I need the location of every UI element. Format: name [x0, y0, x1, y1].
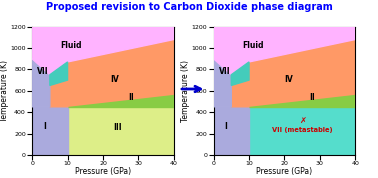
Text: Fluid: Fluid [60, 41, 82, 50]
Polygon shape [50, 62, 68, 85]
Text: II: II [128, 93, 133, 102]
Text: Fluid: Fluid [242, 41, 263, 50]
Polygon shape [249, 107, 355, 155]
Polygon shape [50, 40, 174, 107]
Polygon shape [231, 62, 249, 85]
Text: VII: VII [219, 67, 231, 76]
Y-axis label: Temperature (K): Temperature (K) [181, 60, 190, 122]
Polygon shape [214, 107, 249, 155]
Polygon shape [68, 95, 174, 107]
Polygon shape [214, 27, 355, 75]
Polygon shape [32, 59, 50, 107]
Polygon shape [32, 27, 174, 75]
Polygon shape [249, 95, 355, 107]
Y-axis label: Temperature (K): Temperature (K) [0, 60, 9, 122]
Text: II: II [309, 93, 315, 102]
X-axis label: Pressure (GPa): Pressure (GPa) [75, 167, 131, 177]
Text: IV: IV [110, 75, 119, 84]
Text: VII: VII [37, 67, 49, 76]
Text: ✗: ✗ [299, 116, 306, 125]
Text: VII (metastable): VII (metastable) [272, 127, 333, 134]
Text: Proposed revision to Carbon Dioxide phase diagram: Proposed revision to Carbon Dioxide phas… [46, 2, 332, 12]
Polygon shape [231, 40, 355, 107]
Text: I: I [224, 122, 227, 131]
Text: I: I [43, 122, 46, 131]
Polygon shape [32, 107, 68, 155]
Text: III: III [114, 123, 122, 132]
Polygon shape [68, 107, 174, 155]
Polygon shape [214, 59, 231, 107]
Text: IV: IV [284, 75, 293, 84]
X-axis label: Pressure (GPa): Pressure (GPa) [256, 167, 313, 177]
